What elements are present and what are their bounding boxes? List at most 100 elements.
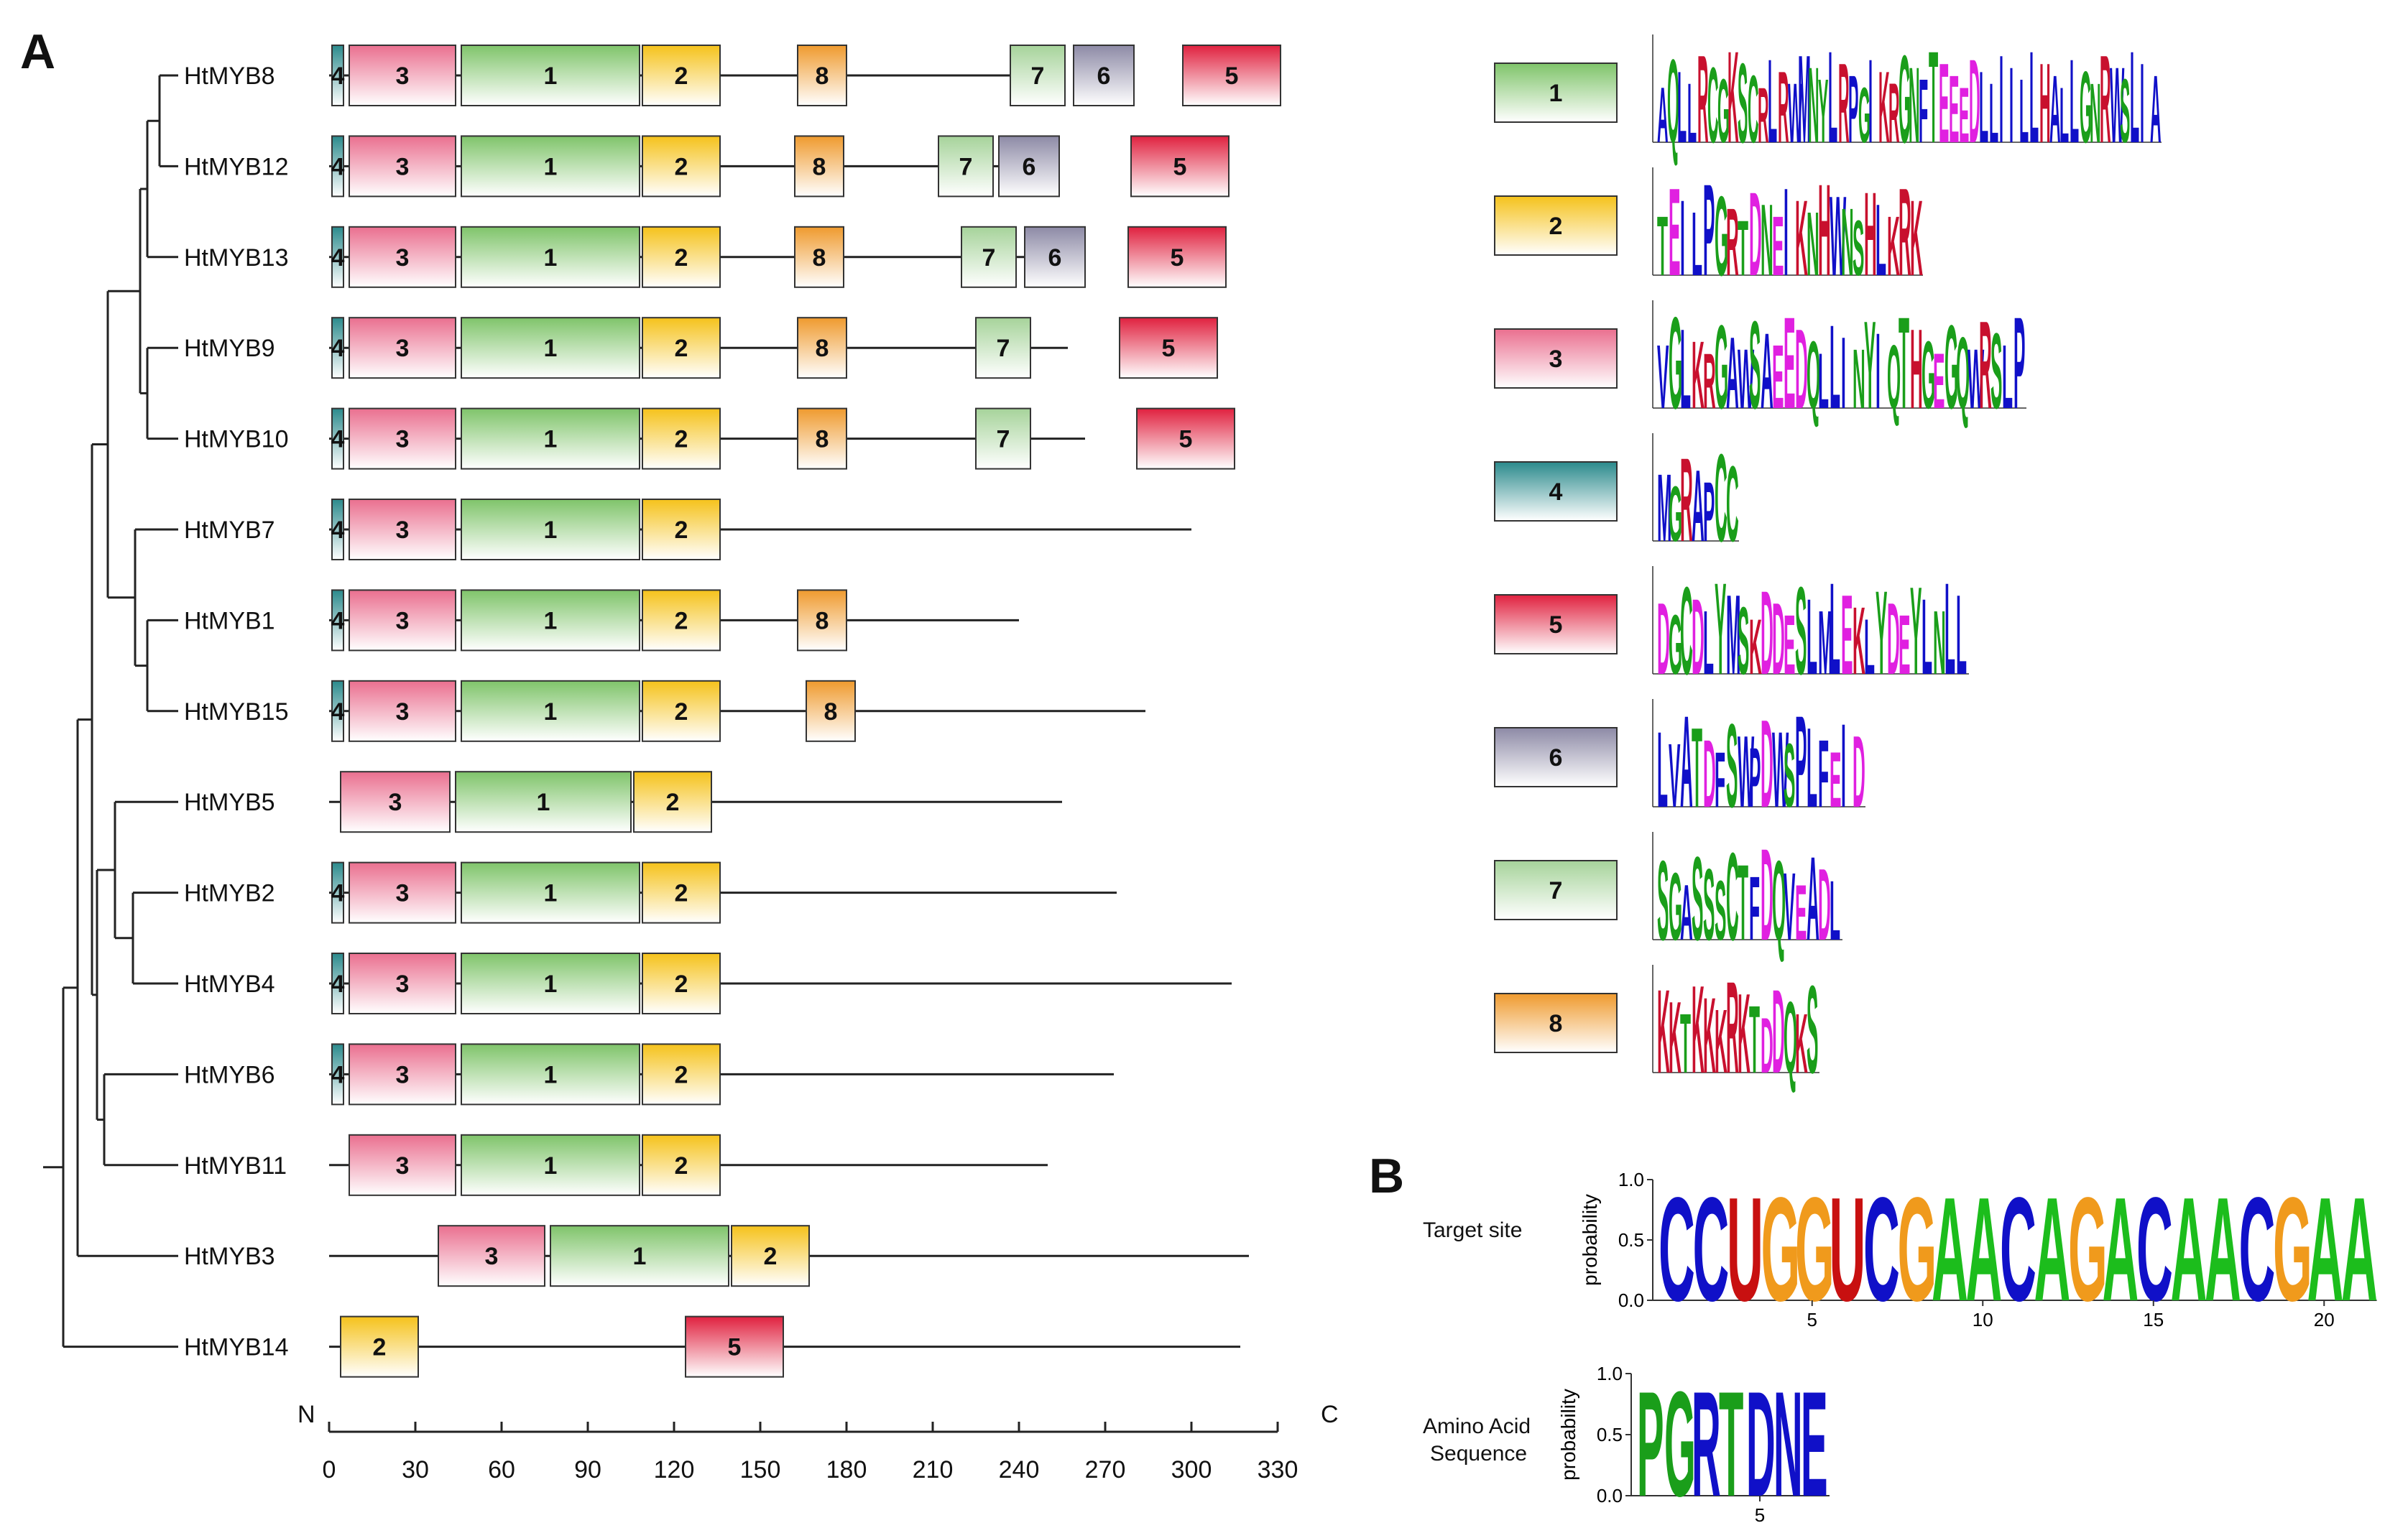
motif-box-3 xyxy=(349,226,456,288)
motif-box-2 xyxy=(642,680,721,742)
axis-tick-label: 30 xyxy=(402,1456,429,1483)
motif-logo-letter: K xyxy=(1795,178,1808,298)
legend-number: 3 xyxy=(1549,346,1563,373)
motif-box-1 xyxy=(461,861,640,924)
motif-logo-letter: G xyxy=(1715,172,1728,299)
motif-box-3 xyxy=(349,953,456,1014)
motif-number: 3 xyxy=(396,517,410,544)
motif-number: 2 xyxy=(675,63,688,90)
gene-label: HtMYB7 xyxy=(184,517,275,544)
motif-logo-letter: E xyxy=(1772,200,1784,295)
motif-logo-letter: L xyxy=(1922,577,1932,697)
motif-box-6 xyxy=(998,135,1060,198)
motif-logo-letter: R xyxy=(1899,164,1911,302)
motif-number: 6 xyxy=(1048,244,1062,272)
motif-number: 4 xyxy=(331,698,345,726)
motif-logo-letter: M xyxy=(1726,571,1741,698)
motif-logo-letter: S xyxy=(1703,848,1715,962)
motif-logo-letter: P xyxy=(2013,290,2025,437)
logo-letter: G xyxy=(2273,1167,2312,1332)
motif-logo-letter: L xyxy=(1956,571,1967,698)
axis-c-label: C xyxy=(1321,1401,1339,1428)
motif-number: 2 xyxy=(675,153,688,180)
motif-logo-letter: D xyxy=(1761,695,1773,834)
motif-logo-letter: L xyxy=(1687,65,1697,160)
motif-number: 3 xyxy=(396,244,410,272)
motif-box-2 xyxy=(642,1134,721,1196)
gene-row: HtMYB5 3 1 2 xyxy=(184,771,1062,833)
amino-acid-label-line2: Sequence xyxy=(1430,1442,1527,1466)
motif-logo-letter: L xyxy=(1807,704,1817,830)
motif-logo-letter: Q xyxy=(1807,322,1820,429)
logo-x-tick-label: 10 xyxy=(1973,1309,1993,1330)
motif-number: 3 xyxy=(396,1152,410,1180)
gene-row: HtMYB8 4 3 1 2 8 7 6 5 xyxy=(184,45,1281,106)
motif-logo-letter: R xyxy=(2100,30,2111,170)
logo-letter: D xyxy=(1746,1361,1776,1523)
motif-number: 3 xyxy=(396,63,410,90)
motif-logo-letter: N xyxy=(2090,65,2101,160)
motif-logo-letter: P xyxy=(1848,56,1858,163)
motif-logo-letter: S xyxy=(1853,204,1864,292)
gene-label: HtMYB1 xyxy=(184,607,275,634)
logo-letter: R xyxy=(1692,1361,1721,1523)
motif-box-3 xyxy=(349,1134,456,1196)
motif-number: 5 xyxy=(1162,335,1176,362)
motif-box-3 xyxy=(349,407,456,470)
legend-number: 1 xyxy=(1549,80,1563,107)
motif-logo-letter: K xyxy=(1749,603,1762,691)
motif-logo-letter: M xyxy=(1818,593,1833,694)
motif-number: 5 xyxy=(1173,153,1187,180)
motif-logo-letter: E xyxy=(1772,328,1784,428)
logo-x-tick-label: 5 xyxy=(1755,1504,1765,1523)
motif-logo-letter: G xyxy=(2080,50,2092,164)
motif-logo-letter: P xyxy=(1703,466,1715,560)
motif-box-5 xyxy=(1182,45,1281,106)
logo-letter: C xyxy=(2239,1167,2276,1332)
logo-letter: G xyxy=(2068,1167,2108,1332)
motif-number: 4 xyxy=(331,335,345,362)
motif-box-1 xyxy=(461,135,640,198)
motif-logo-letter: L xyxy=(1830,555,1840,703)
gene-row: HtMYB15 4 3 1 2 8 xyxy=(184,680,1145,742)
motif-logo-letter: N xyxy=(1808,45,1819,165)
motif-number: 2 xyxy=(675,1152,688,1180)
motif-logo-letter: L xyxy=(1876,183,1886,297)
motif-box-5 xyxy=(1130,135,1230,198)
legend-box xyxy=(1494,594,1618,654)
motif-number: 8 xyxy=(816,426,829,453)
motif-logo-letter: L xyxy=(1830,302,1840,435)
motif-logo-letter: K xyxy=(1703,976,1716,1096)
legend-item-motif-6: 6 L V AT DF S WP DWS P L F E I D xyxy=(1494,688,1865,835)
motif-number: 1 xyxy=(544,1152,558,1180)
motif-logo-letter: R xyxy=(1697,30,1709,170)
motif-logo-letter: I xyxy=(1680,178,1685,298)
motif-logo-letter: I xyxy=(2009,45,2013,165)
logo-letter: A xyxy=(2171,1167,2208,1332)
logo-letter: C xyxy=(1659,1167,1695,1332)
motif-logo-letter: W xyxy=(1738,715,1754,829)
logo-y-tick-label: 0.5 xyxy=(1618,1229,1644,1251)
motif-box-1 xyxy=(455,771,632,833)
gene-row: HtMYB9 4 3 1 2 8 7 5 xyxy=(184,317,1218,379)
motif-logo-letter: D xyxy=(1761,568,1773,700)
motif-logo-letter: L xyxy=(1818,337,1829,425)
gene-label: HtMYB8 xyxy=(184,63,275,90)
motif-box-1 xyxy=(461,953,640,1014)
legend-box xyxy=(1494,860,1618,920)
motif-number: 3 xyxy=(396,607,410,634)
motif-number: 4 xyxy=(331,244,345,272)
motif-box-8 xyxy=(797,317,847,379)
motif-logo-letter: W xyxy=(2110,45,2125,165)
motif-box-4 xyxy=(331,135,344,198)
axis-tick-label: 0 xyxy=(323,1456,336,1483)
motif-logo-letter: Q xyxy=(1956,316,1970,430)
motif-logo-letter: S xyxy=(1657,837,1669,963)
motif-box-4 xyxy=(331,680,344,742)
motif-logo-letter: E xyxy=(1933,337,1945,425)
motif-logo-letter: S xyxy=(1692,833,1703,966)
motif-logo-letter: K xyxy=(1795,997,1808,1092)
motif-logo-letter: F xyxy=(1818,721,1829,828)
motif-logo-letter: R xyxy=(1703,337,1716,425)
